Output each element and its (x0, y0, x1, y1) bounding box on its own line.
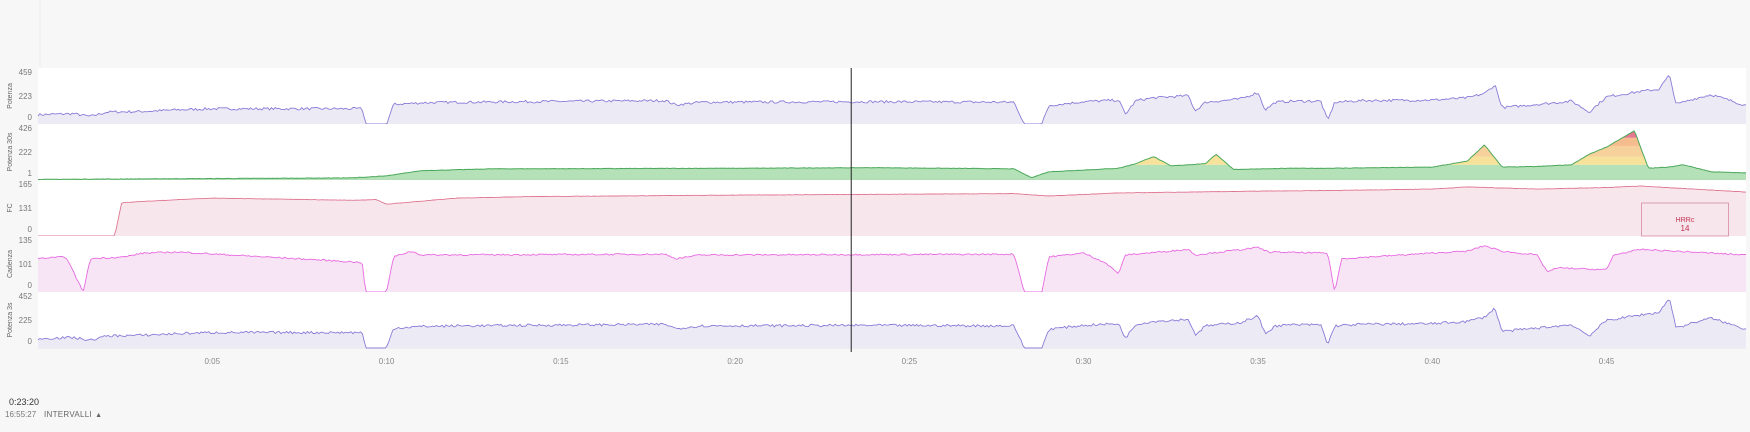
intervals-label: INTERVALLI (44, 410, 93, 419)
y-tick-label: 0 (28, 281, 33, 290)
series-area-hr (38, 186, 1746, 236)
intervals-toggle[interactable]: INTERVALLI ▲ (44, 410, 102, 419)
time-readout: 0:23:20 (9, 397, 40, 407)
panel-power30[interactable]: 426 222 1 Potenza 30s (7, 124, 1747, 181)
series-line-power3 (37, 299, 1747, 349)
series-line-cadence (37, 245, 1747, 293)
x-tick-label: 0:15 (553, 357, 569, 366)
hrrc-label: HRRc (1676, 217, 1695, 224)
series-line-hr (38, 185, 1747, 237)
y-tick-label: 135 (19, 236, 33, 245)
caret-up-icon: ▲ (95, 412, 103, 419)
series-area-power3 (38, 300, 1746, 348)
x-tick-label: 0:40 (1424, 357, 1440, 366)
x-tick-label: 0:05 (204, 357, 220, 366)
y-tick-label: 452 (19, 292, 33, 301)
panel-cadence[interactable]: 135 101 0 Cadenza (7, 236, 1747, 293)
y-tick-label: 165 (19, 180, 33, 189)
y-axis-label: Potenza 3s (7, 302, 14, 338)
hrrc-value: 14 (1681, 224, 1690, 233)
y-axis-label: FC (7, 203, 14, 212)
series-area-power (38, 75, 1746, 124)
x-tick-label: 0:20 (727, 357, 743, 366)
y-tick-label: 0 (28, 113, 33, 122)
y-tick-label: 225 (19, 316, 33, 325)
panel-hr[interactable]: 165 131 0 FC (7, 180, 1747, 237)
x-axis: 0:05 0:10 0:15 0:20 0:25 0:30 0:35 0:40 0:45 (204, 357, 1614, 366)
x-tick-label: 0:30 (1076, 357, 1092, 366)
y-axis-label: Potenza 30s (7, 132, 14, 171)
x-tick-label: 0:25 (902, 357, 918, 366)
y-tick-label: 0 (28, 337, 33, 346)
y-tick-label: 0 (28, 225, 33, 234)
y-tick-label: 222 (19, 148, 33, 157)
clock-readout: 16:55:27 (5, 410, 37, 419)
y-axis-label: Potenza (7, 83, 14, 109)
x-tick-label: 0:45 (1599, 357, 1615, 366)
series-line-power30 (37, 130, 1747, 181)
panel-power3[interactable]: 452 225 0 Potenza 3s (7, 292, 1747, 349)
y-tick-label: 459 (19, 68, 33, 77)
panel-power[interactable]: 459 223 0 Potenza (7, 68, 1747, 125)
y-tick-label: 101 (19, 260, 33, 269)
y-tick-label: 426 (19, 124, 33, 133)
x-tick-label: 0:35 (1250, 357, 1266, 366)
y-tick-label: 223 (19, 92, 33, 101)
hrrc-box (1641, 202, 1729, 237)
series-area-cadence (38, 245, 1746, 292)
series-line-power (37, 75, 1747, 125)
x-tick-label: 0:10 (379, 357, 395, 366)
y-axis-label: Cadenza (7, 250, 14, 278)
y-tick-label: 1 (28, 169, 33, 178)
y-tick-label: 131 (19, 204, 33, 213)
